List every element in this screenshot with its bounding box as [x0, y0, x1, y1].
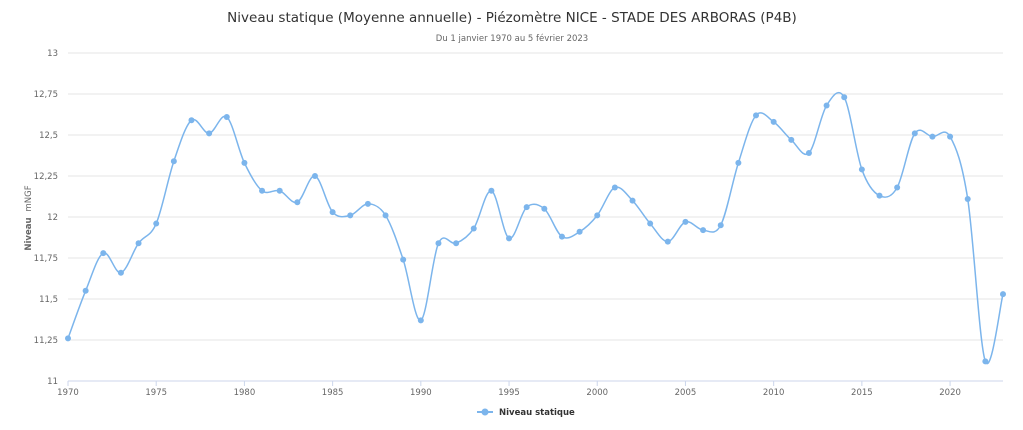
data-point[interactable]	[82, 287, 89, 294]
data-point[interactable]	[435, 240, 442, 247]
data-point[interactable]	[364, 200, 371, 207]
data-point[interactable]	[65, 335, 71, 342]
chart-title: Niveau statique (Moyenne annuelle) - Pié…	[227, 10, 797, 26]
data-point[interactable]	[682, 218, 689, 225]
data-point[interactable]	[700, 227, 707, 234]
data-point[interactable]	[241, 159, 248, 166]
x-tick-label: 1980	[234, 388, 256, 398]
data-point[interactable]	[929, 133, 936, 140]
y-axis-title-unit: mNGF	[24, 185, 34, 211]
data-point[interactable]	[188, 117, 195, 124]
x-tick-label: 1970	[57, 388, 79, 398]
data-point[interactable]	[417, 317, 424, 324]
data-point[interactable]	[1000, 291, 1006, 298]
y-axis-title: Niveau mNGF	[24, 185, 34, 250]
y-tick-label: 12,25	[34, 172, 58, 182]
y-axis: 11 11,25 11,5 11,75 12 12,25 12,5 12,75 13	[34, 49, 58, 387]
data-point[interactable]	[523, 204, 530, 211]
data-point[interactable]	[576, 228, 583, 235]
data-point[interactable]	[223, 113, 230, 120]
x-tick-label: 2010	[763, 388, 785, 398]
data-point[interactable]	[276, 187, 283, 194]
y-tick-label: 11,5	[39, 295, 58, 305]
data-point[interactable]	[611, 184, 618, 191]
data-point[interactable]	[506, 235, 513, 242]
data-point[interactable]	[470, 225, 477, 232]
y-tick-label: 11	[47, 377, 58, 387]
chart-subtitle: Du 1 janvier 1970 au 5 février 2023	[436, 33, 588, 44]
data-point[interactable]	[153, 220, 160, 227]
data-point[interactable]	[541, 205, 548, 212]
x-tick-label: 2005	[675, 388, 697, 398]
data-point[interactable]	[982, 358, 989, 365]
y-tick-label: 12,5	[39, 131, 58, 141]
data-point[interactable]	[753, 112, 760, 119]
data-point[interactable]	[488, 187, 495, 194]
data-point[interactable]	[788, 136, 795, 143]
data-point[interactable]	[964, 195, 971, 202]
data-point[interactable]	[170, 158, 177, 165]
data-point[interactable]	[135, 240, 142, 247]
series-niveau-statique[interactable]	[65, 91, 1006, 365]
data-point[interactable]	[911, 130, 918, 137]
data-point[interactable]	[823, 102, 830, 109]
x-tick-label: 1975	[145, 388, 167, 398]
legend[interactable]: Niveau statique	[477, 408, 575, 418]
legend-item-niveau-statique[interactable]: Niveau statique	[499, 408, 575, 418]
data-point[interactable]	[311, 173, 318, 179]
y-axis-title-main: Niveau	[24, 218, 34, 251]
grid-lines	[68, 52, 1003, 382]
y-tick-label: 12,75	[34, 90, 58, 100]
x-tick-label: 2020	[939, 388, 961, 398]
data-point[interactable]	[629, 197, 636, 204]
data-point[interactable]	[400, 256, 407, 263]
legend-marker-symbol	[481, 408, 489, 416]
data-point[interactable]	[558, 233, 565, 240]
data-point[interactable]	[717, 222, 724, 229]
data-point[interactable]	[876, 192, 883, 199]
y-tick-label: 13	[47, 49, 58, 59]
data-point[interactable]	[382, 212, 389, 219]
x-tick-label: 2015	[851, 388, 873, 398]
x-axis: 1970 1975 1980 1985 1990 1995 2000 2005 2010 2015…	[57, 380, 1003, 398]
x-tick-label: 2000	[586, 388, 608, 398]
data-point[interactable]	[735, 159, 742, 166]
x-tick-label: 1990	[410, 388, 432, 398]
y-tick-label: 12	[47, 213, 58, 223]
data-point[interactable]	[117, 269, 124, 276]
data-point[interactable]	[841, 94, 848, 101]
data-point[interactable]	[206, 130, 213, 137]
y-tick-label: 11,75	[34, 254, 58, 264]
data-point[interactable]	[947, 133, 954, 140]
data-point[interactable]	[294, 199, 301, 206]
x-tick-label: 1995	[498, 388, 520, 398]
data-point[interactable]	[453, 240, 460, 247]
data-point[interactable]	[347, 212, 354, 219]
x-tick-label: 1985	[322, 388, 344, 398]
data-point[interactable]	[594, 212, 601, 219]
data-point[interactable]	[664, 238, 671, 245]
data-point[interactable]	[100, 250, 107, 257]
data-point[interactable]	[647, 220, 654, 227]
data-point[interactable]	[770, 118, 777, 125]
data-point[interactable]	[858, 166, 865, 173]
data-point[interactable]	[259, 187, 266, 194]
y-tick-label: 11,25	[34, 336, 58, 346]
data-point[interactable]	[329, 209, 336, 216]
data-point[interactable]	[805, 150, 812, 157]
data-point[interactable]	[894, 184, 901, 191]
